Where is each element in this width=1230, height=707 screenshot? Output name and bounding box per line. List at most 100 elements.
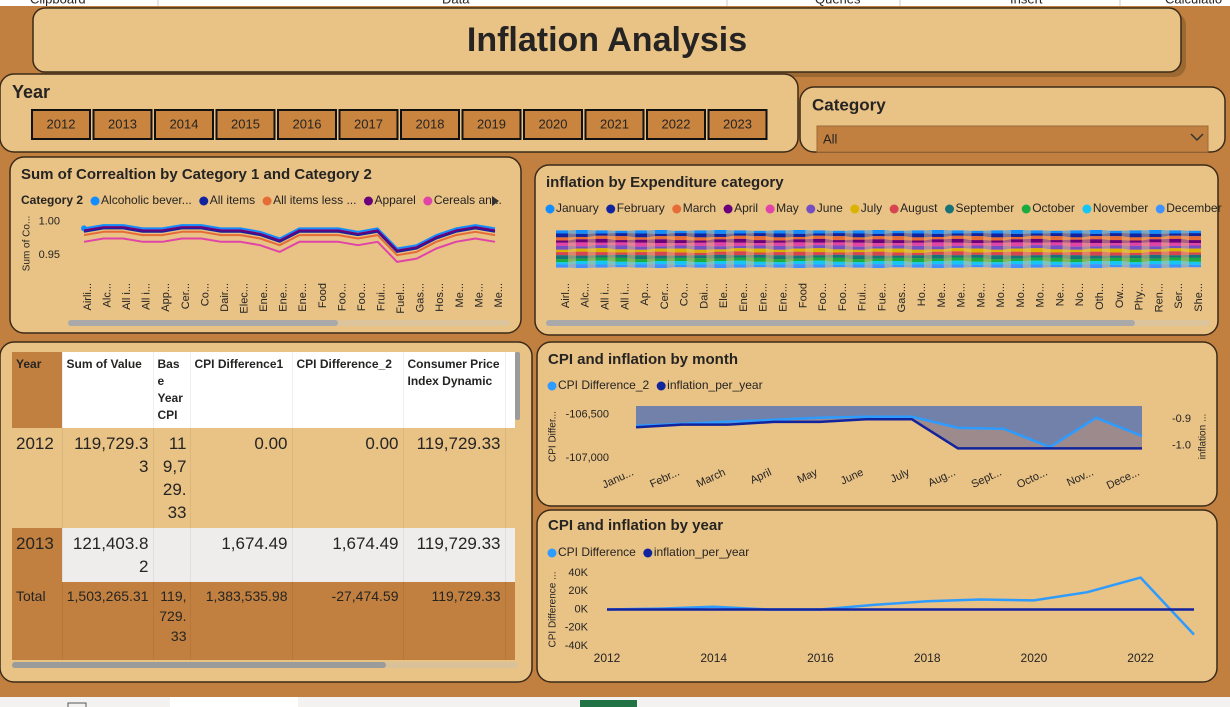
year-button-label[interactable]: 2016 xyxy=(293,116,322,131)
ribbon-link xyxy=(686,230,695,234)
ribbon-link xyxy=(1181,260,1189,265)
scrollbar-thumb[interactable] xyxy=(68,320,338,326)
year-button-label[interactable]: 2020 xyxy=(539,116,568,131)
dropdown-box[interactable] xyxy=(816,125,1209,153)
table-vscroll[interactable] xyxy=(515,352,520,420)
ribbon-segment xyxy=(951,257,964,261)
year-button-box[interactable] xyxy=(92,109,153,140)
x-tick-label: Ene... xyxy=(278,283,290,312)
year-button-box[interactable] xyxy=(584,109,645,140)
legend-label: October xyxy=(1032,201,1075,215)
ribbon-segment xyxy=(753,240,766,244)
year-button[interactable]: 2019 xyxy=(461,109,522,140)
year-button-label[interactable]: 2023 xyxy=(723,116,752,131)
year-button[interactable]: 2022 xyxy=(646,109,706,140)
ribbon-segment xyxy=(1090,243,1103,247)
year-button-box[interactable] xyxy=(707,109,768,140)
year-button-label[interactable]: 2022 xyxy=(662,116,691,131)
series-area xyxy=(636,406,1142,449)
ribbon-link xyxy=(983,254,992,260)
year-button[interactable]: 2014 xyxy=(154,109,214,140)
year-button-box[interactable] xyxy=(154,109,214,140)
year-button-label[interactable]: 2012 xyxy=(47,116,76,131)
year-button-box[interactable] xyxy=(461,109,522,140)
ribbon-segment xyxy=(1090,255,1103,259)
ribbon-segment xyxy=(635,249,648,253)
ribbon-segment xyxy=(892,255,905,258)
y-axis-label: CPI Difference ... xyxy=(548,572,559,648)
ribbon-segment xyxy=(1050,254,1063,258)
table-cell: 0.00 xyxy=(292,428,404,528)
year-button-box[interactable] xyxy=(338,109,399,140)
category-dropdown[interactable]: All xyxy=(816,125,1209,153)
ribbon-segment xyxy=(1050,264,1063,268)
ribbon-segment xyxy=(734,233,747,236)
year-button-label[interactable]: 2013 xyxy=(108,116,137,131)
ribbon-segment xyxy=(1050,261,1063,265)
ribbon-link xyxy=(568,242,576,247)
ribbon-segment xyxy=(1109,230,1122,234)
tab-icon[interactable] xyxy=(67,702,87,707)
dropdown-chevron[interactable] xyxy=(1190,133,1204,142)
ribbon-link xyxy=(805,255,814,259)
x-tick-label: 2018 xyxy=(914,651,941,665)
table-total-row: Total 1,503,265.31 119,729.33 1,383,535.98-… xyxy=(12,582,515,660)
x-tick-label: Phy... xyxy=(1134,283,1146,310)
ribbon-segment xyxy=(1090,248,1103,252)
ribbon-link xyxy=(943,251,952,256)
legend-next-arrow[interactable] xyxy=(492,196,499,206)
series-line xyxy=(606,576,1195,636)
year-button-label[interactable]: 2019 xyxy=(477,116,506,131)
year-button[interactable]: 2021 xyxy=(584,109,645,140)
ribbon-segment xyxy=(1070,237,1083,240)
year-button-box[interactable] xyxy=(215,109,276,140)
dropdown-value[interactable]: All xyxy=(823,131,838,146)
year-button[interactable]: 2015 xyxy=(215,109,276,140)
year-button-label[interactable]: 2015 xyxy=(231,116,260,131)
year-button-box[interactable] xyxy=(400,109,460,140)
ribbon-segment xyxy=(595,260,608,265)
ribbon-link xyxy=(568,258,576,263)
year-button[interactable]: 2013 xyxy=(92,109,153,140)
ribbon-segment xyxy=(971,243,984,246)
ribbon-link xyxy=(1161,238,1170,243)
ribbon-link xyxy=(983,236,992,241)
ribbon-segment xyxy=(1189,243,1201,246)
ribbon-segment xyxy=(892,252,905,256)
year-button-label[interactable]: 2021 xyxy=(600,116,629,131)
year-button[interactable]: 2016 xyxy=(277,109,337,140)
ribbon-link xyxy=(1102,264,1110,268)
year-button-label[interactable]: 2014 xyxy=(170,116,199,131)
year-button-label[interactable]: 2017 xyxy=(354,116,383,131)
year-button[interactable]: 2018 xyxy=(400,109,460,140)
year-button-box[interactable] xyxy=(523,109,583,140)
ribbon-link xyxy=(864,248,873,253)
ribbon-segment xyxy=(971,264,984,268)
year-button[interactable]: 2017 xyxy=(338,109,399,140)
x-tick-label: Foo... xyxy=(336,283,348,311)
ribbon-segment xyxy=(872,261,885,265)
tab[interactable] xyxy=(170,697,298,707)
ribbon-segment xyxy=(1169,238,1182,243)
ribbon-link xyxy=(1102,236,1110,241)
ribbon-segment xyxy=(991,259,1004,263)
ribbon-segment xyxy=(1050,257,1063,262)
ribbon-segment xyxy=(852,259,865,263)
year-button-box[interactable] xyxy=(277,109,337,140)
year-button-box[interactable] xyxy=(31,109,91,140)
ribbon-segment xyxy=(793,233,806,237)
year-button[interactable]: 2012 xyxy=(31,109,91,140)
year-button-label[interactable]: 2018 xyxy=(416,116,445,131)
ribbon-link xyxy=(1003,245,1011,250)
ribbon-segment xyxy=(575,233,588,237)
table-hscroll[interactable] xyxy=(12,662,386,668)
year-button-box[interactable] xyxy=(646,109,706,140)
x-tick-label: Me... xyxy=(454,283,466,307)
ribbon-segment xyxy=(654,255,667,259)
ribbon-segment xyxy=(1189,240,1201,244)
ribbon-segment xyxy=(734,248,747,252)
year-button[interactable]: 2023 xyxy=(707,109,768,140)
scrollbar-thumb[interactable] xyxy=(546,320,1135,326)
year-button[interactable]: 2020 xyxy=(523,109,583,140)
ribbon-link xyxy=(1121,257,1130,263)
